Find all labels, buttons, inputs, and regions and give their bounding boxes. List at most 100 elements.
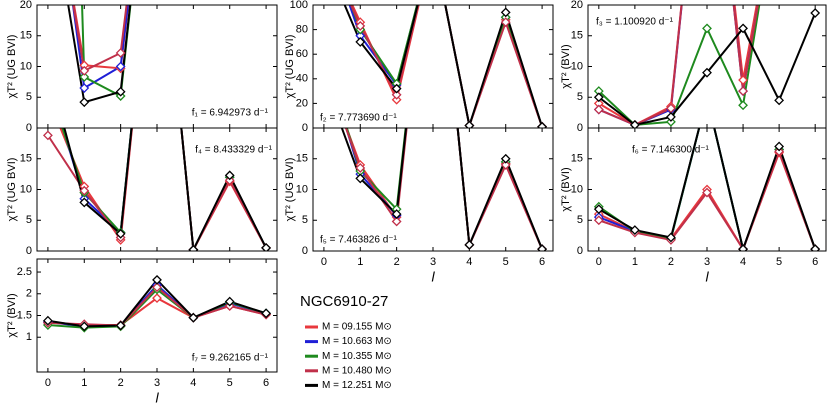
marker bbox=[79, 83, 90, 93]
y-tick-label: 15 bbox=[20, 30, 32, 42]
marker bbox=[44, 75, 52, 83]
y-tick-label: 60 bbox=[296, 48, 308, 60]
marker bbox=[593, 204, 604, 215]
marker bbox=[702, 67, 712, 78]
marker bbox=[188, 312, 199, 323]
annotation: f₄ = 8.433329 d⁻¹ bbox=[195, 145, 273, 156]
marker bbox=[629, 225, 640, 236]
marker bbox=[738, 75, 748, 85]
legend-label: M = 12.251 M⊙ bbox=[322, 380, 392, 391]
marker bbox=[261, 308, 272, 319]
y-tick-label: 5 bbox=[26, 91, 32, 103]
marker bbox=[703, 93, 711, 101]
x-tick-label: 6 bbox=[539, 256, 545, 268]
marker bbox=[738, 244, 748, 251]
y-tick-label: 1 bbox=[26, 331, 32, 343]
x-tick-label: 2 bbox=[118, 377, 124, 389]
plot-area bbox=[42, 274, 272, 333]
y-tick-label: 15 bbox=[296, 153, 308, 165]
axes-frame bbox=[36, 127, 278, 252]
y-axis-label: χT² (UG BVI) bbox=[6, 158, 18, 222]
x-axis-label: l bbox=[155, 390, 159, 406]
x-tick-label: 2 bbox=[394, 256, 400, 268]
marker bbox=[774, 141, 785, 152]
y-tick-label: 15 bbox=[571, 153, 583, 165]
y-tick-label: 10 bbox=[20, 60, 32, 72]
x-tick-label: 4 bbox=[466, 256, 472, 268]
x-tick-label: 5 bbox=[227, 377, 233, 389]
marker bbox=[115, 48, 126, 58]
marker bbox=[738, 100, 748, 111]
y-tick-label: 15 bbox=[571, 30, 583, 42]
marker bbox=[320, 75, 328, 83]
marker bbox=[500, 159, 511, 170]
marker bbox=[703, 93, 711, 101]
x-tick-label: 6 bbox=[263, 377, 269, 389]
plot-area bbox=[67, 5, 132, 108]
marker bbox=[152, 274, 162, 285]
marker bbox=[702, 187, 712, 198]
y-tick-label: 1.5 bbox=[17, 309, 32, 321]
marker bbox=[464, 239, 475, 250]
marker bbox=[537, 121, 548, 128]
plot-area bbox=[343, 5, 548, 128]
marker bbox=[391, 89, 402, 100]
marker bbox=[738, 86, 748, 97]
y-tick-label: 10 bbox=[296, 183, 308, 195]
marker bbox=[224, 175, 235, 186]
marker bbox=[810, 244, 821, 251]
marker bbox=[79, 197, 90, 208]
marker bbox=[703, 93, 711, 101]
marker bbox=[355, 173, 366, 184]
marker bbox=[44, 93, 52, 101]
marker bbox=[593, 92, 604, 103]
marker bbox=[666, 116, 676, 127]
marker bbox=[593, 104, 604, 115]
legend-label: M = 10.663 M⊙ bbox=[322, 336, 392, 347]
marker bbox=[44, 63, 52, 71]
y-tick-label: 10 bbox=[20, 183, 32, 195]
y-tick-label: 20 bbox=[296, 97, 308, 109]
marker bbox=[391, 94, 402, 105]
series-line bbox=[598, 128, 817, 251]
y-tick-label: 40 bbox=[296, 73, 308, 85]
marker bbox=[115, 61, 126, 72]
marker bbox=[224, 170, 235, 181]
marker bbox=[79, 97, 90, 108]
marker bbox=[79, 72, 90, 82]
marker bbox=[42, 315, 53, 326]
y-tick-label: 10 bbox=[571, 60, 583, 72]
axes-frame bbox=[36, 258, 278, 373]
marker bbox=[355, 36, 366, 47]
legend-label: M = 09.155 M⊙ bbox=[322, 322, 392, 333]
y-tick-label: 100 bbox=[290, 0, 308, 11]
x-tick-label: 4 bbox=[190, 377, 196, 389]
y-tick-label: 80 bbox=[296, 24, 308, 36]
marker bbox=[115, 228, 126, 239]
x-tick-label: 4 bbox=[740, 256, 746, 268]
marker bbox=[224, 296, 235, 307]
plot-area bbox=[593, 93, 821, 251]
marker bbox=[810, 8, 821, 18]
marker bbox=[152, 293, 162, 304]
y-tick-label: 0 bbox=[26, 122, 32, 134]
y-tick-label: 2 bbox=[26, 288, 32, 300]
series-line bbox=[598, 128, 817, 251]
y-tick-label: 10 bbox=[571, 183, 583, 195]
x-axis-label: l bbox=[431, 269, 435, 285]
marker bbox=[152, 282, 162, 293]
annotation: f₆ = 7.146300 d⁻¹ bbox=[632, 145, 710, 156]
legend-label: M = 10.355 M⊙ bbox=[322, 351, 392, 362]
x-tick-label: 0 bbox=[596, 256, 602, 268]
x-tick-label: 1 bbox=[357, 256, 363, 268]
marker bbox=[500, 7, 511, 18]
marker bbox=[666, 232, 676, 243]
marker bbox=[738, 23, 748, 34]
series-line bbox=[598, 128, 817, 251]
marker bbox=[666, 112, 676, 122]
y-tick-label: 2.5 bbox=[17, 266, 32, 278]
x-tick-label: 1 bbox=[81, 377, 87, 389]
marker bbox=[79, 185, 90, 196]
annotation: f₂ = 7.773690 d⁻¹ bbox=[320, 113, 397, 124]
